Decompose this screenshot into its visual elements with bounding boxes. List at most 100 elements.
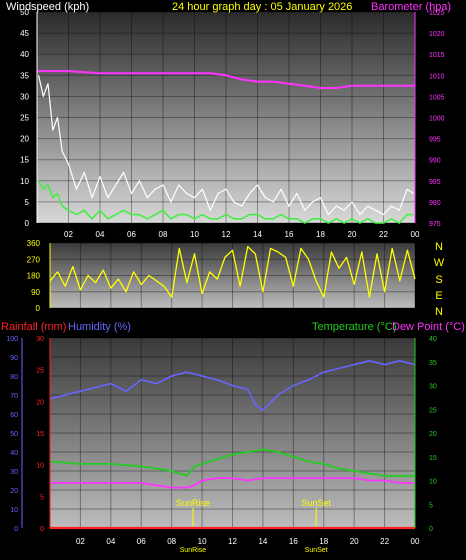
humidity-tick-label: 80	[10, 374, 18, 381]
humidity-tick-label: 60	[10, 412, 18, 419]
y-tick-label: 35	[20, 71, 29, 80]
y2-tick-label: 1000	[429, 116, 445, 123]
rain-tick-label: 25	[36, 368, 44, 375]
x-tick-label: 20	[350, 537, 359, 546]
x-tick-label: 00	[411, 230, 420, 239]
x-tick-label: 08	[167, 537, 176, 546]
temp-tick-label: 15	[429, 455, 437, 462]
y-tick-label: 90	[31, 288, 40, 297]
humidity-tick-label: 90	[10, 355, 18, 362]
y-tick-label: 0	[36, 304, 41, 313]
y-tick-label: 45	[20, 29, 29, 38]
y2-tick-label: 1020	[429, 31, 445, 38]
x-tick-label: 06	[127, 230, 136, 239]
rain-tick-label: 15	[36, 431, 44, 438]
chart-title: 24 hour graph day : 05 January 2026	[172, 1, 352, 13]
humidity-tick-label: 30	[10, 469, 18, 476]
compass-label: N	[435, 306, 443, 318]
x-tick-label: 14	[253, 230, 262, 239]
x-tick-label: 12	[222, 230, 231, 239]
chart-marks	[37, 70, 415, 224]
y2-tick-label: 975	[429, 221, 441, 228]
dewpoint-series-line	[50, 477, 415, 489]
rain-tick-label: 5	[40, 494, 44, 501]
annotation-axis-label: SunRise	[180, 547, 207, 554]
humidity-tick-label: 40	[10, 450, 18, 457]
humidity-tick-label: 100	[6, 336, 18, 343]
y2-tick-label: 1015	[429, 52, 445, 59]
x-tick-label: 04	[106, 537, 115, 546]
x-tick-label: 04	[96, 230, 105, 239]
y2-tick-label: 1010	[429, 73, 445, 80]
y2-tick-label: 985	[429, 179, 441, 186]
chart-marks	[49, 359, 416, 530]
direction-series-line	[49, 245, 416, 298]
gridlines	[37, 11, 416, 224]
temp-tick-label: 30	[429, 384, 437, 391]
x-tick-label: 16	[285, 230, 294, 239]
x-tick-label: 22	[380, 537, 389, 546]
y2-tick-label: 990	[429, 158, 441, 165]
rain-tick-label: 20	[36, 399, 44, 406]
compass-label: E	[435, 290, 442, 302]
humidity-tick-label: 0	[14, 526, 18, 533]
temperature-series-line	[49, 448, 415, 477]
x-tick-label: 18	[319, 537, 328, 546]
x-tick-label: 16	[289, 537, 298, 546]
y2-tick-label: 1025	[429, 10, 445, 17]
dewpoint-axis-title: Dew Point (°C)	[392, 321, 465, 333]
y2-tick-label: 1005	[429, 94, 445, 101]
temp-tick-label: 35	[429, 360, 437, 367]
compass-label: S	[435, 274, 442, 286]
rainfall-axis-title: Rainfall (mm)	[1, 321, 66, 333]
x-tick-label: 18	[316, 230, 325, 239]
annotation-label: SunSet	[301, 498, 331, 508]
temp-tick-label: 5	[429, 502, 433, 509]
y-tick-label: 30	[20, 92, 29, 101]
wind-barometer-chart: 0510152025303540455097598098599099510001…	[6, 1, 451, 239]
temp-tick-label: 25	[429, 407, 437, 414]
y2-tick-label: 980	[429, 200, 441, 207]
annotation-axis-label: SunSet	[305, 547, 328, 554]
temp-tick-label: 10	[429, 479, 437, 486]
y-tick-label: 10	[20, 177, 29, 186]
compass-label: N	[435, 241, 443, 253]
x-tick-label: 10	[190, 230, 199, 239]
x-tick-label: 10	[198, 537, 207, 546]
axis-labels: 0510152025303540455097598098599099510001…	[20, 8, 445, 239]
y-tick-label: 25	[20, 114, 29, 123]
chart-background	[50, 243, 415, 308]
x-tick-label: 02	[76, 537, 85, 546]
x-tick-label: 20	[348, 230, 357, 239]
humidity-series-line	[49, 359, 416, 412]
x-tick-label: 00	[411, 537, 420, 546]
x-tick-label: 08	[159, 230, 168, 239]
y-tick-label: 50	[20, 8, 29, 17]
left-axis-title: Windspeed (kph)	[6, 1, 89, 13]
rain-tick-label: 0	[40, 526, 44, 533]
temp-tick-label: 20	[429, 431, 437, 438]
y2-tick-label: 995	[429, 137, 441, 144]
compass-label: W	[434, 257, 445, 269]
y-tick-label: 40	[20, 50, 29, 59]
humidity-axis-title: Humidity (%)	[68, 321, 131, 333]
humidity-tick-label: 10	[10, 507, 18, 514]
gridlines	[50, 242, 416, 309]
temperature-axis-title: Temperature (°C)	[312, 321, 396, 333]
y-tick-label: 270	[27, 255, 41, 264]
y-tick-label: 20	[20, 135, 29, 144]
humidity-tick-label: 70	[10, 393, 18, 400]
axis-labels: 0102030405060708090100051015202530051015…	[6, 336, 437, 554]
y-tick-label: 15	[20, 156, 29, 165]
chart-marks	[49, 245, 416, 298]
x-tick-label: 14	[258, 537, 267, 546]
annotation-label: SunRise	[176, 498, 210, 508]
y-tick-label: 0	[25, 219, 30, 228]
temp-tick-label: 0	[429, 526, 433, 533]
chart-background	[50, 338, 415, 528]
gust-series-line	[38, 75, 414, 216]
y-tick-label: 180	[27, 272, 41, 281]
humidity-tick-label: 20	[10, 488, 18, 495]
